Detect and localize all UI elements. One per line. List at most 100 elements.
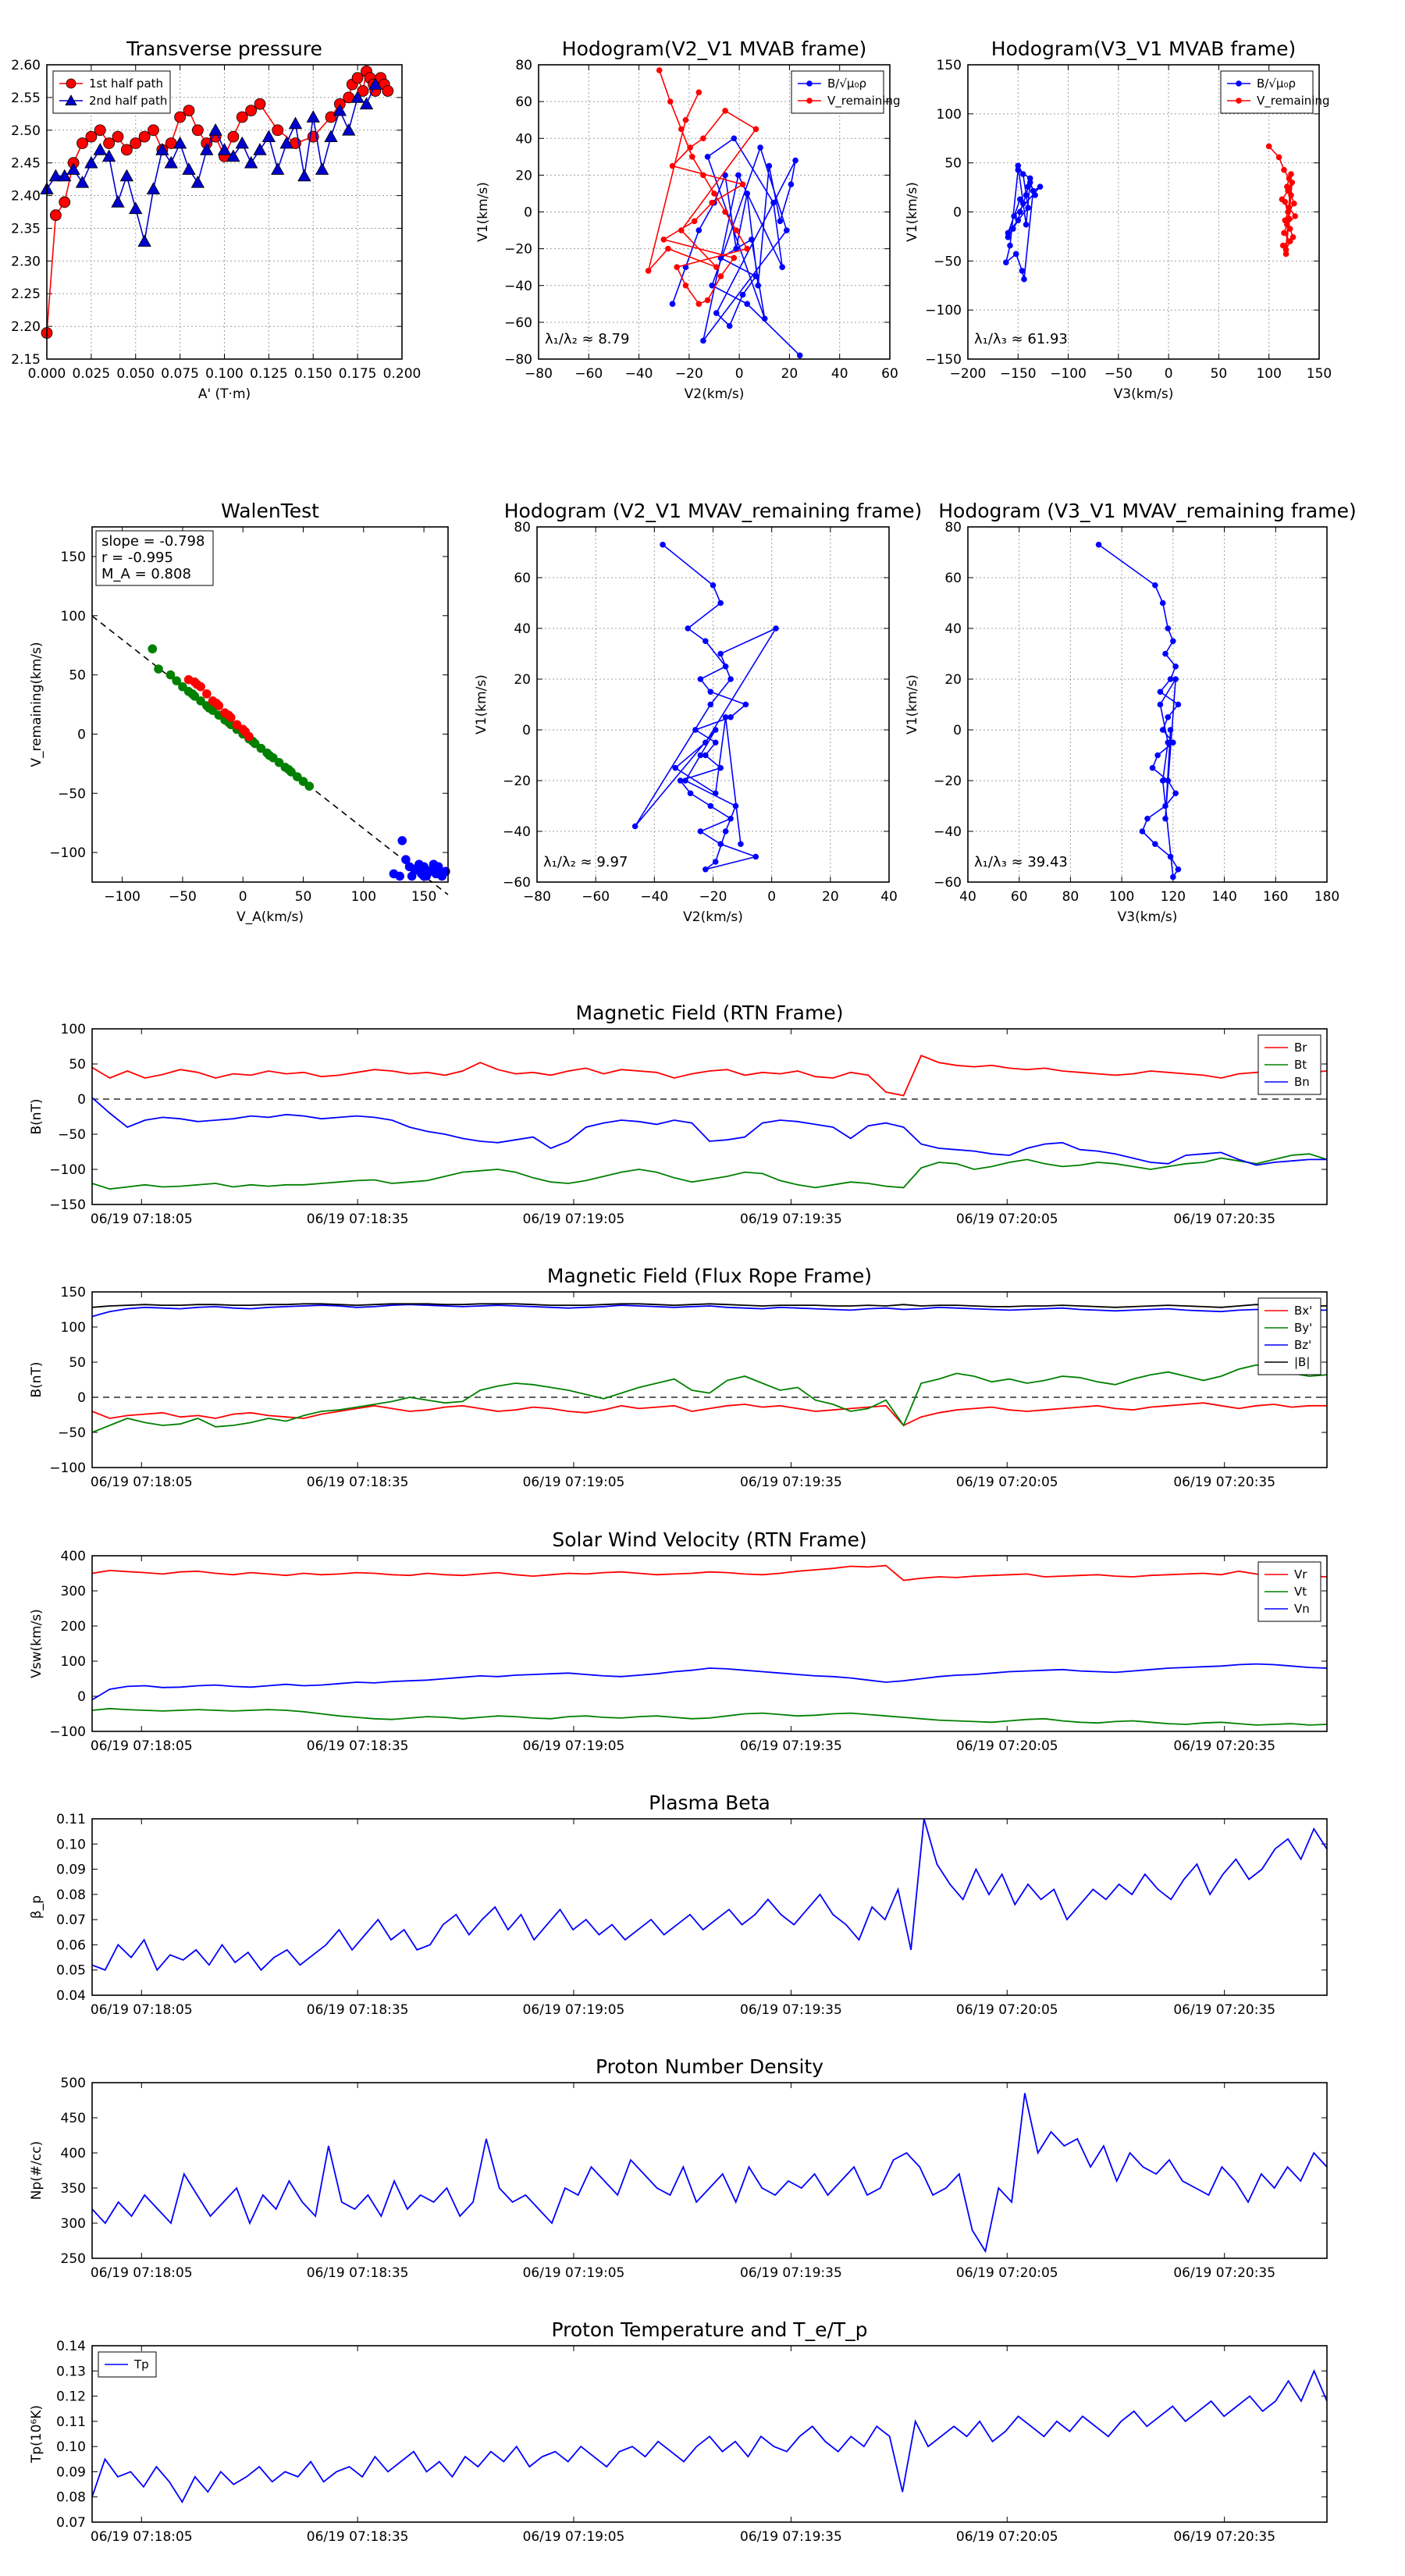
- series-line-|B|: [91, 1303, 1327, 1308]
- data-point: [342, 123, 356, 136]
- data-point: [1026, 180, 1033, 186]
- y-tick-label: 2.60: [11, 58, 41, 73]
- data-point: [1279, 242, 1286, 249]
- data-point: [1288, 171, 1294, 177]
- data-point: [1167, 853, 1174, 860]
- data-point: [232, 720, 242, 730]
- series-line-βp: [91, 1818, 1328, 1972]
- y-tick-label: 200: [61, 1619, 86, 1635]
- x-tick-label: 20: [781, 366, 799, 382]
- data-point: [722, 713, 729, 720]
- y-tick-label: 400: [61, 2146, 86, 2161]
- data-point: [1285, 187, 1291, 194]
- data-point: [1159, 600, 1166, 607]
- y-tick-label: 0.07: [56, 2515, 86, 2531]
- axes-frame: [91, 1818, 1328, 1996]
- data-point: [1165, 713, 1172, 720]
- data-point: [315, 162, 329, 175]
- y-tick-label: 350: [61, 2181, 86, 2197]
- data-point: [1154, 752, 1161, 759]
- series-line-Br: [91, 1055, 1328, 1097]
- x-tick-label: 0: [735, 366, 744, 382]
- x-tick-label: −100: [1050, 366, 1087, 382]
- data-point: [1032, 192, 1038, 198]
- x-tick-label: 06/19 07:19:35: [740, 2529, 842, 2545]
- data-point: [1165, 777, 1172, 784]
- data-point: [148, 644, 158, 654]
- data-point: [261, 130, 276, 142]
- chart-b_rtn: −150 −100 −50 0 50 100 06/19 07:18:05 06/19 07:…: [29, 1002, 1328, 1227]
- series-group: [91, 2093, 1328, 2254]
- data-point: [65, 94, 77, 106]
- data-point: [735, 172, 742, 179]
- data-point: [757, 144, 763, 151]
- plot-area: [92, 1556, 1327, 1731]
- x-tick-label: 06/19 07:19:05: [523, 1475, 625, 1490]
- y-tick-label: −100: [49, 1162, 86, 1178]
- data-point: [66, 78, 76, 89]
- data-point: [1167, 676, 1174, 682]
- data-point: [695, 227, 702, 233]
- legend-entry: Bz': [1264, 1338, 1311, 1352]
- data-point: [350, 91, 365, 103]
- axes-frame: [967, 64, 1320, 360]
- data-point: [717, 650, 724, 657]
- data-point: [700, 172, 706, 179]
- ticks: 0.04 0.05 0.06 0.07 0.08 0.09 0.10 0.11 06/19 07…: [56, 1812, 1327, 2018]
- ticks: −100 −50 0 50 100 150 06/19 07:18:05 06/19 07:1…: [49, 1285, 1327, 1490]
- x-tick-label: 06/19 07:19:35: [740, 2265, 842, 2281]
- legend-label: |B|: [1294, 1355, 1310, 1369]
- data-point: [691, 218, 698, 225]
- y-tick-label: −20: [503, 774, 531, 789]
- legend-label: Bn: [1294, 1075, 1310, 1089]
- data-point: [806, 80, 813, 87]
- data-point: [755, 282, 762, 289]
- ticks: −80 −60 −40 −20 0 20 40 60 80 −80 −60 −40 −20 0 20 40 60: [504, 58, 898, 382]
- legend-label: Bt: [1294, 1058, 1307, 1072]
- data-point: [1286, 226, 1293, 232]
- x-tick-label: 150: [1307, 366, 1332, 382]
- data-point: [192, 679, 202, 689]
- legend: 1st half path 2nd half path: [52, 70, 171, 114]
- ticks: −100 −50 0 50 100 150 −100 −50 0 50 100 150: [49, 527, 448, 905]
- data-point: [704, 297, 711, 304]
- axes-frame: [46, 64, 403, 360]
- chart-title: Plasma Beta: [649, 1791, 770, 1814]
- data-point: [773, 625, 779, 632]
- data-point: [1170, 739, 1176, 746]
- data-point: [687, 144, 693, 151]
- data-point: [749, 237, 755, 243]
- legend-entry: Vn: [1264, 1602, 1310, 1616]
- chart-tp: 0.07 0.08 0.09 0.10 0.11 0.12 0.13 0.14 06/19 07…: [29, 2318, 1328, 2545]
- y-tick-label: 0.10: [56, 2439, 86, 2455]
- data-point: [678, 126, 685, 133]
- x-tick-label: 06/19 07:18:35: [307, 2529, 409, 2545]
- data-point: [120, 144, 133, 156]
- y-tick-label: 80: [515, 58, 532, 73]
- data-point: [1286, 238, 1293, 245]
- series-group: [645, 67, 803, 359]
- data-point: [702, 739, 709, 746]
- data-point: [761, 315, 768, 322]
- x-tick-label: 06/19 07:20:35: [1173, 2002, 1275, 2018]
- series-group: [91, 2369, 1328, 2504]
- data-point: [253, 143, 267, 155]
- data-point: [212, 699, 222, 708]
- legend-label: 1st half path: [89, 76, 163, 91]
- data-point: [196, 696, 205, 706]
- data-point: [226, 149, 240, 162]
- y-tick-label: 100: [61, 1320, 86, 1336]
- data-point: [119, 169, 134, 182]
- data-point: [271, 162, 285, 175]
- x-tick-label: −100: [104, 889, 140, 905]
- data-point: [726, 322, 733, 329]
- data-point: [709, 199, 715, 206]
- data-point: [779, 264, 785, 270]
- data-point: [1159, 727, 1166, 733]
- data-point: [1172, 663, 1179, 670]
- legend-entry: Tp: [105, 2357, 149, 2371]
- y-tick-label: 80: [944, 520, 962, 535]
- data-point: [279, 136, 293, 149]
